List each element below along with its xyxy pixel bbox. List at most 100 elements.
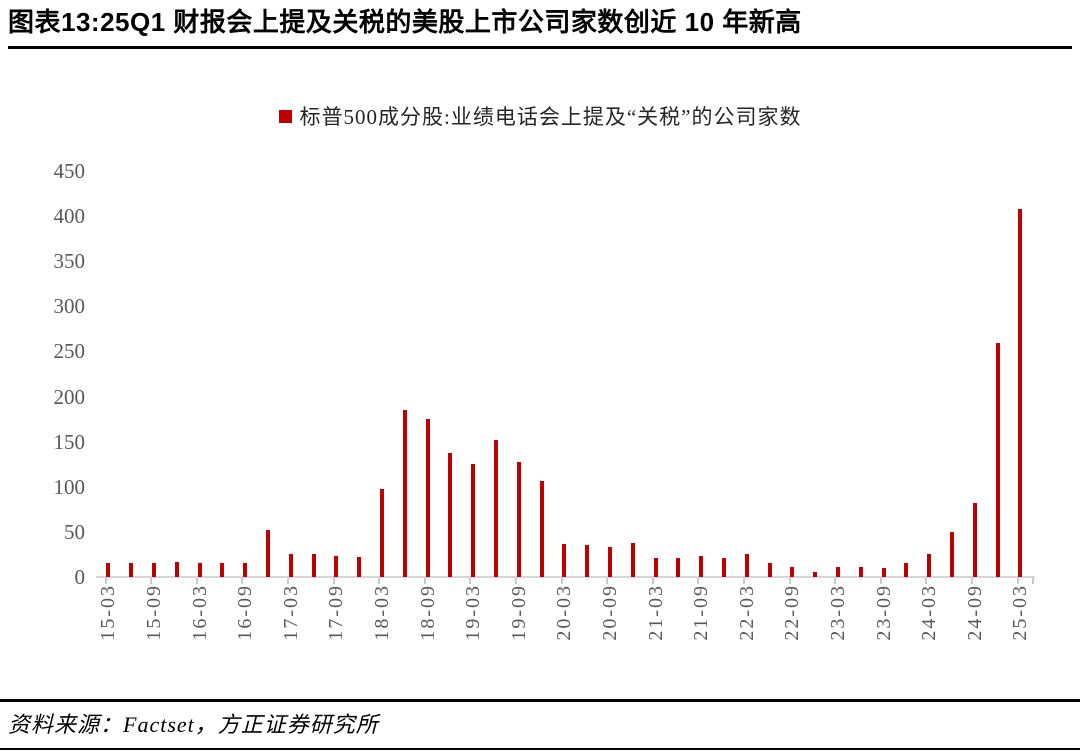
x-axis-tick — [697, 578, 700, 584]
title-rule — [8, 46, 1072, 49]
x-axis-tick — [560, 578, 563, 584]
bar — [197, 563, 202, 577]
bar — [995, 343, 1000, 577]
bar — [972, 503, 977, 577]
bar — [630, 543, 635, 577]
bar — [129, 563, 134, 577]
x-axis-tick-label: 15-09 — [143, 584, 165, 641]
bar — [539, 481, 544, 577]
x-axis-tick — [514, 578, 517, 584]
footer-rule-top — [0, 699, 1080, 702]
x-axis-tick-label: 17-09 — [325, 584, 348, 641]
footer-rule-bottom — [0, 748, 1080, 750]
bar — [106, 563, 111, 577]
y-axis-tick-label: 450 — [53, 159, 86, 183]
x-axis-tick — [788, 578, 791, 584]
x-axis-tick — [742, 578, 745, 584]
bar — [494, 440, 498, 577]
x-axis-tick-label: 17-03 — [279, 584, 302, 641]
x-axis-tick — [286, 578, 289, 584]
bar — [858, 567, 863, 577]
x-axis-tick-label: 16-03 — [188, 584, 211, 641]
y-axis-tick-label: 400 — [53, 204, 86, 229]
y-axis-tick-label: 250 — [53, 339, 86, 364]
x-axis-tick-label: 21-03 — [644, 584, 667, 641]
source-note: 资料来源：Factset，方正证券研究所 — [8, 712, 379, 737]
x-axis-tick-label: 19-09 — [507, 584, 530, 641]
x-axis-tick — [469, 578, 472, 584]
bar — [904, 563, 909, 577]
bar — [516, 462, 521, 577]
x-axis-tick — [606, 578, 609, 584]
x-axis-tick — [651, 578, 654, 584]
y-axis-tick-label: 50 — [64, 519, 85, 544]
bar — [448, 453, 453, 577]
x-axis-tick — [879, 578, 882, 584]
y-axis-tick-label: 300 — [53, 294, 86, 319]
bar — [243, 563, 248, 577]
x-axis-tick — [970, 578, 973, 584]
x-axis-tick-label: 24-03 — [918, 584, 941, 641]
bar — [744, 554, 749, 577]
bar — [357, 557, 362, 577]
bar — [950, 532, 954, 577]
bar — [152, 563, 156, 577]
bar — [836, 567, 840, 577]
legend-label: 标普500成分股:业绩电话会上提及“关税”的公司家数 — [299, 105, 802, 129]
x-axis-tick-label: 22-09 — [781, 584, 804, 641]
x-axis-line — [96, 576, 1035, 578]
x-axis-tick-label: 18-09 — [416, 584, 439, 641]
bar — [790, 567, 795, 577]
bar — [699, 556, 704, 577]
x-axis-tick — [834, 578, 837, 584]
x-axis-tick-label: 25-03 — [1009, 584, 1032, 641]
y-axis-tick-label: 0 — [74, 565, 86, 589]
bar — [425, 419, 430, 577]
y-axis-tick-label: 200 — [53, 384, 86, 409]
bar — [562, 544, 567, 577]
bar — [1018, 209, 1023, 577]
x-axis-tick-label: 20-03 — [553, 584, 576, 641]
chart-legend: 标普500成分股:业绩电话会上提及“关税”的公司家数 — [0, 101, 1080, 131]
x-axis-tick-label: 19-03 — [462, 584, 485, 641]
x-axis-tick — [925, 578, 928, 584]
x-axis-tick — [241, 578, 244, 584]
x-axis-tick — [423, 578, 426, 584]
bar — [676, 558, 681, 577]
bar — [266, 530, 270, 577]
y-axis-tick-label: 150 — [53, 429, 86, 454]
x-axis-tick — [104, 578, 107, 584]
x-axis-tick-label: 21-09 — [690, 584, 713, 641]
x-axis-tick — [332, 578, 335, 584]
bar — [288, 554, 293, 577]
x-axis-tick-label: 24-09 — [963, 584, 986, 641]
bar — [813, 572, 818, 577]
y-axis-tick-label: 100 — [53, 474, 86, 499]
x-axis-tick — [195, 578, 198, 584]
x-axis-tick — [1016, 578, 1019, 584]
y-axis-tick-label: 350 — [53, 249, 86, 274]
x-axis-tick — [150, 578, 153, 584]
figure-title: 图表13:25Q1 财报会上提及关税的美股上市公司家数创近 10 年新高 — [8, 7, 802, 37]
x-axis-tick-label: 23-03 — [827, 584, 849, 641]
bar — [311, 554, 316, 577]
bar — [334, 556, 339, 577]
x-axis-tick-label: 16-09 — [234, 584, 257, 641]
legend-marker-icon — [278, 109, 292, 123]
bar — [220, 563, 225, 577]
x-axis-tick-label: 22-03 — [735, 584, 758, 641]
bar — [722, 558, 726, 577]
bar — [585, 545, 590, 577]
x-axis-tick — [378, 578, 381, 584]
x-axis-tick-label: 18-03 — [371, 584, 393, 641]
bar — [881, 568, 886, 577]
bar — [174, 562, 179, 577]
bar — [767, 563, 772, 577]
bar — [608, 547, 612, 577]
x-axis-tick-label: 15-03 — [97, 584, 120, 641]
x-axis-tick-label: 23-09 — [872, 584, 895, 641]
bar — [380, 489, 384, 577]
bar — [471, 464, 476, 577]
